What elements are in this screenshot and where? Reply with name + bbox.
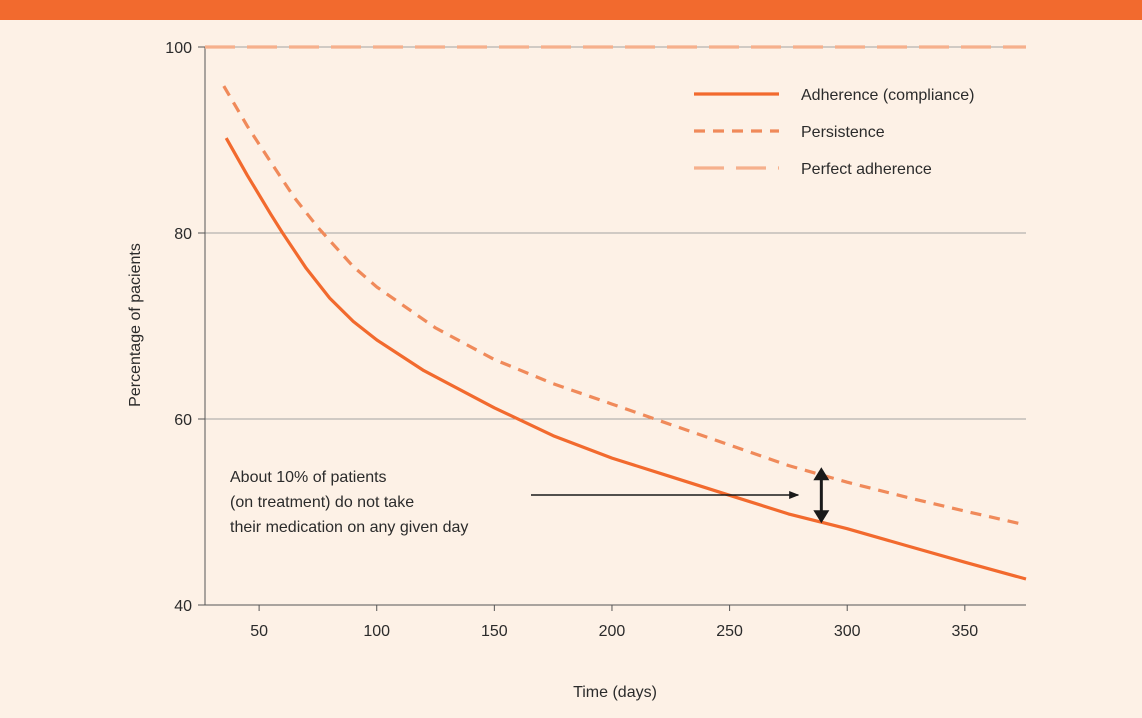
x-tick-label-50: 50 xyxy=(250,623,268,640)
x-tick-label-300: 300 xyxy=(834,623,861,640)
y-tick-label-80: 80 xyxy=(174,226,192,243)
legend-label-1: Persistence xyxy=(801,124,885,141)
y-tick-label-40: 40 xyxy=(174,598,192,615)
legend: Adherence (compliance) Persistence Perfect… xyxy=(694,87,974,178)
legend-label-0: Adherence (compliance) xyxy=(801,87,974,104)
annotation-gap-arrowhead-bottom xyxy=(813,510,830,524)
annotation-text-line-2: their medication on any given day xyxy=(230,519,468,536)
y-axis-title: Percentage of pacients xyxy=(127,243,144,407)
header-band xyxy=(0,0,1142,20)
y-tick-label-100: 100 xyxy=(165,40,192,57)
series-line-persistence xyxy=(222,85,1027,527)
legend-label-2: Perfect adherence xyxy=(801,161,932,178)
annotation-text-line-0: About 10% of patients xyxy=(230,469,387,486)
x-tick-label-200: 200 xyxy=(599,623,626,640)
x-tick-label-350: 350 xyxy=(951,623,978,640)
series xyxy=(205,45,1027,581)
y-tick-label-60: 60 xyxy=(174,412,192,429)
x-tick-label-250: 250 xyxy=(716,623,743,640)
x-tick-labels: 50 100 150 200 250 300 350 xyxy=(250,605,978,640)
x-axis-title: Time (days) xyxy=(573,684,657,701)
chart: 40 60 80 100 50 100 150 200 250 300 350 Adherence… xyxy=(127,40,1027,701)
x-tick-label-150: 150 xyxy=(481,623,508,640)
annotation: About 10% of patients (on treatment) do n… xyxy=(230,467,830,536)
series-line-adherence-compliance xyxy=(224,137,1027,581)
annotation-text-line-1: (on treatment) do not take xyxy=(230,494,414,511)
x-tick-label-100: 100 xyxy=(363,623,390,640)
y-tick-labels: 40 60 80 100 xyxy=(165,40,205,615)
axes xyxy=(204,47,1026,606)
annotation-gap-arrowhead-top xyxy=(813,467,830,481)
